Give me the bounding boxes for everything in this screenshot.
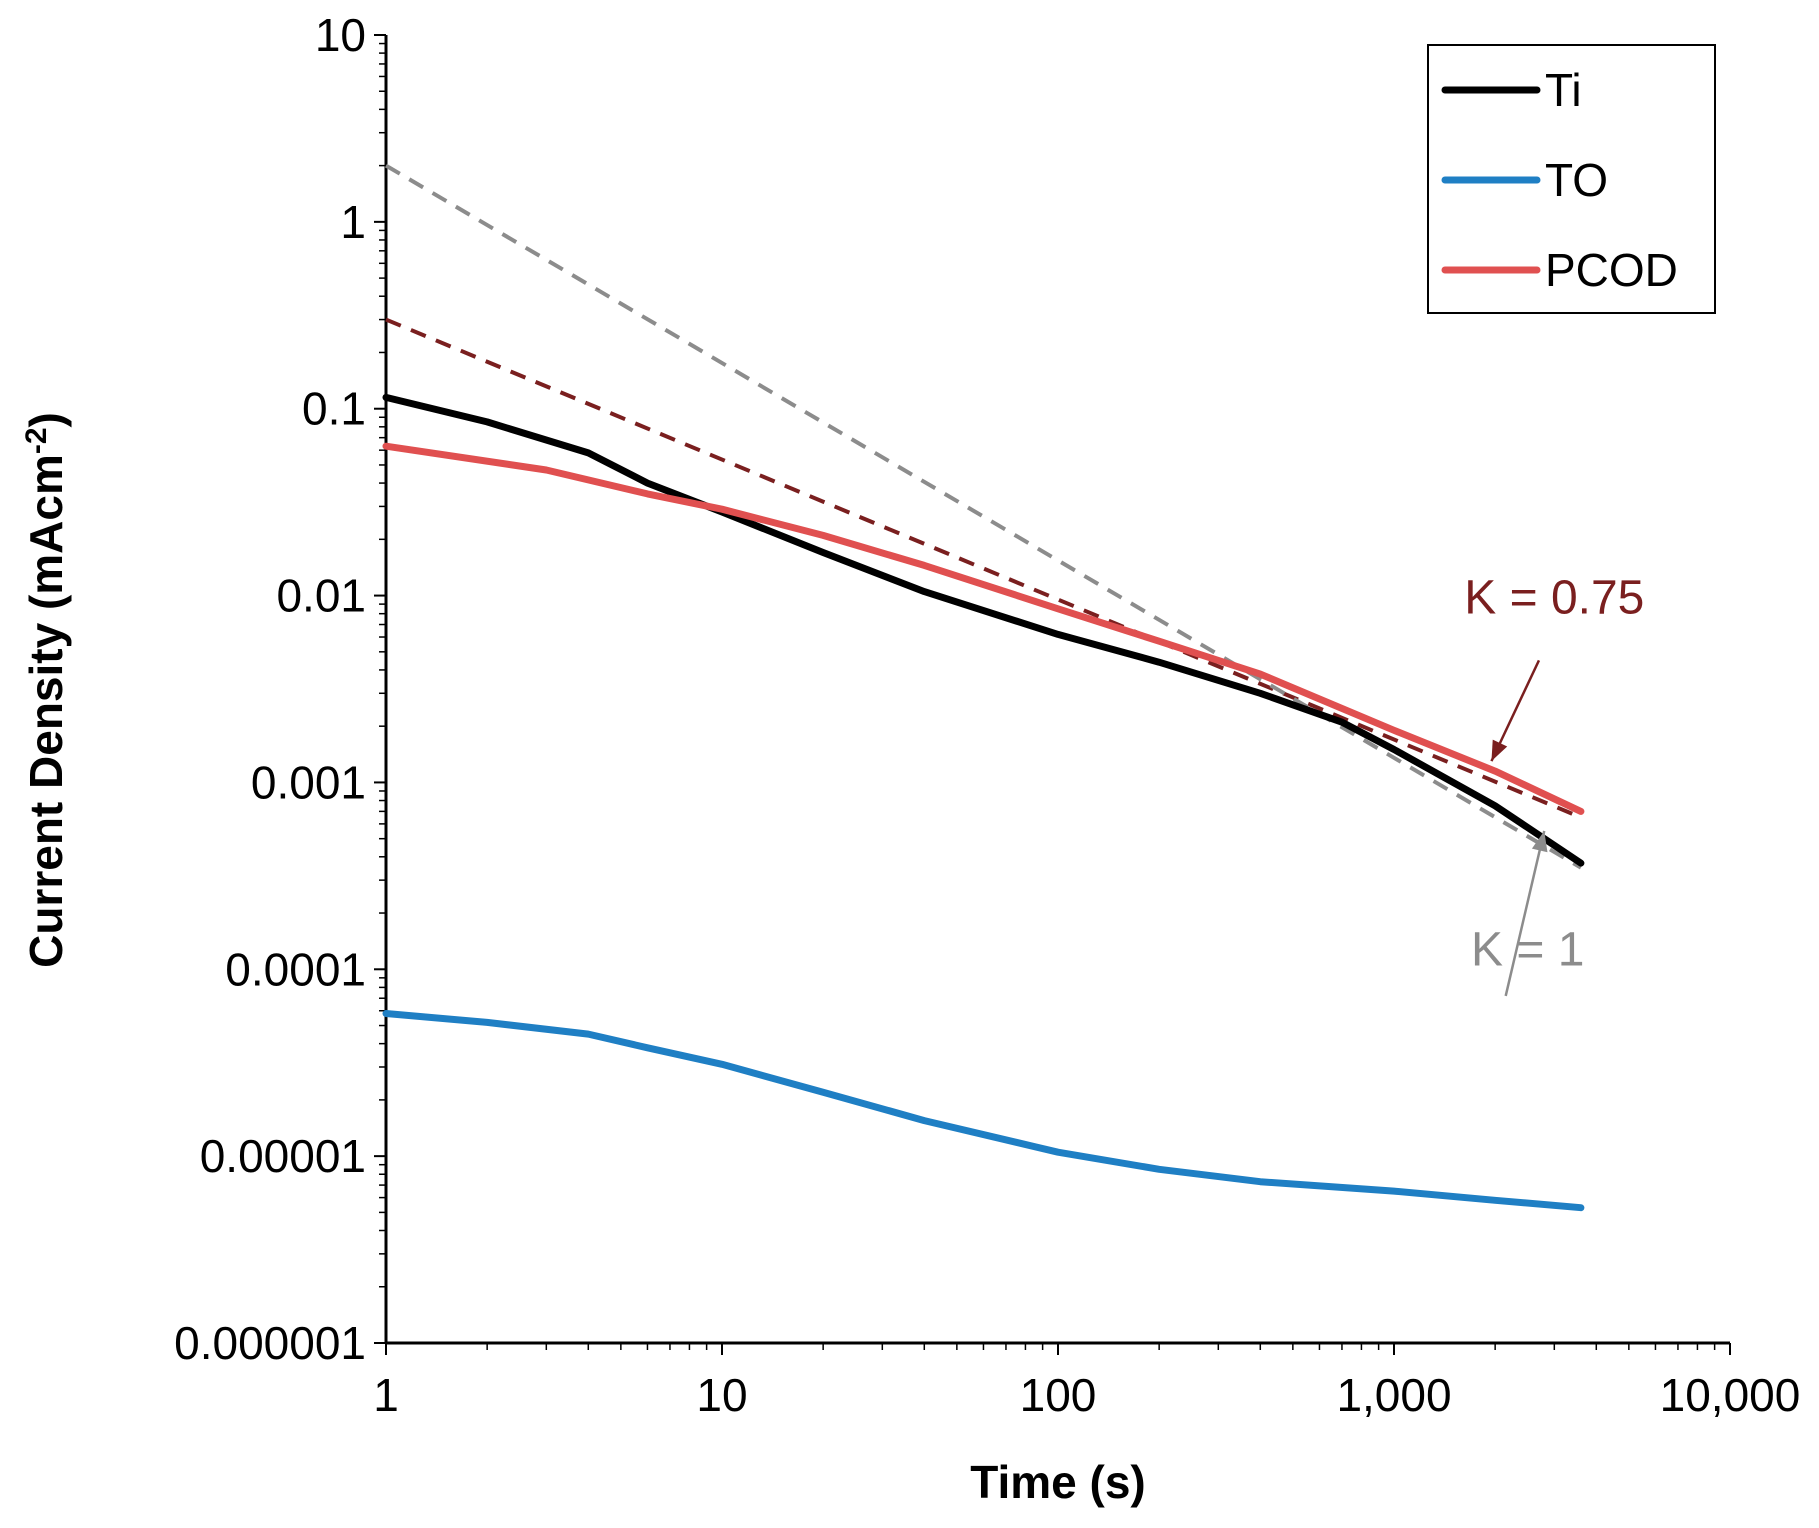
series-line-pcod: [382, 442, 1585, 815]
annotation-arrowhead-k-0-75: [1491, 739, 1508, 762]
y-tick-label: 0.00001: [200, 1130, 366, 1182]
fit-line-k-1: [384, 163, 1582, 870]
annotation-arrow-k-1: [1504, 830, 1546, 997]
y-tick-label: 0.0001: [225, 943, 366, 995]
annotation-label-k-0-75: K = 0.75: [1464, 572, 1644, 625]
legend-label-pcod: PCOD: [1545, 244, 1678, 296]
y-tick-label: 0.001: [251, 756, 366, 808]
series-line-ti: [382, 393, 1585, 867]
annotation-label-k-1: K = 1: [1471, 923, 1584, 976]
y-axis-title-main: Current Density (mAcm: [20, 454, 72, 968]
legend: Ti TO PCOD: [1427, 44, 1716, 314]
x-ticks: 1 10 100 1,000 10,000: [373, 1343, 1800, 1421]
y-tick-label: 1: [340, 196, 366, 248]
fit-lines: [384, 163, 1582, 870]
y-tick-label: 0.1: [302, 383, 366, 435]
series-group: [382, 393, 1585, 1212]
y-ticks: 10 1 0.1 0.01 0.001 0.0001 0.00001 0.000001: [174, 9, 386, 1369]
series-line-to: [382, 1010, 1585, 1212]
legend-label-to: TO: [1545, 154, 1608, 206]
fit-line-k-0-75: [385, 317, 1582, 820]
y-axis-title-end: ): [20, 412, 72, 427]
y-axis-title: Current Density (mAcm-2): [20, 412, 72, 968]
x-tick-label: 1,000: [1336, 1369, 1451, 1421]
annotations: K = 0.75 K = 1: [1464, 572, 1644, 997]
x-tick-label: 100: [1020, 1369, 1097, 1421]
x-tick-label: 1: [373, 1369, 399, 1421]
y-tick-label: 0.000001: [174, 1317, 366, 1369]
x-tick-label: 10,000: [1660, 1369, 1801, 1421]
legend-label-ti: Ti: [1545, 64, 1582, 116]
x-tick-label: 10: [696, 1369, 747, 1421]
y-axis-title-sup: -2: [20, 427, 53, 454]
annotation-arrowhead-k-1: [1531, 830, 1548, 853]
x-axis-title: Time (s): [970, 1456, 1146, 1508]
y-tick-label: 10: [315, 9, 366, 61]
y-tick-label: 0.01: [276, 570, 366, 622]
